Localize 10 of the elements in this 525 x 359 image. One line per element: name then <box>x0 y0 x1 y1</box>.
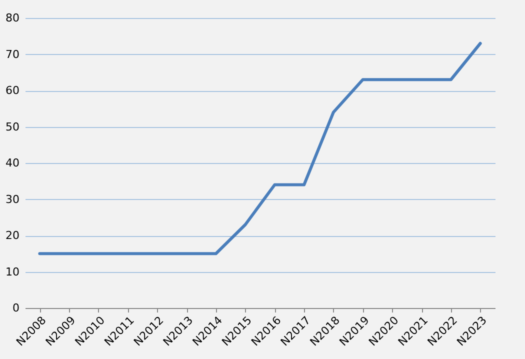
y-tick-label: 20 <box>6 229 20 242</box>
y-tick-label: 80 <box>6 12 20 24</box>
y-tick-label: 10 <box>6 265 20 278</box>
y-tick-label: 30 <box>6 192 20 206</box>
line-series <box>38 42 482 256</box>
y-tick-label: 50 <box>6 120 20 134</box>
y-tick-label: 0 <box>12 302 20 314</box>
y-tick-label: 40 <box>6 156 20 170</box>
y-tick-label: 70 <box>6 48 20 61</box>
y-tick-label: 60 <box>6 84 20 97</box>
